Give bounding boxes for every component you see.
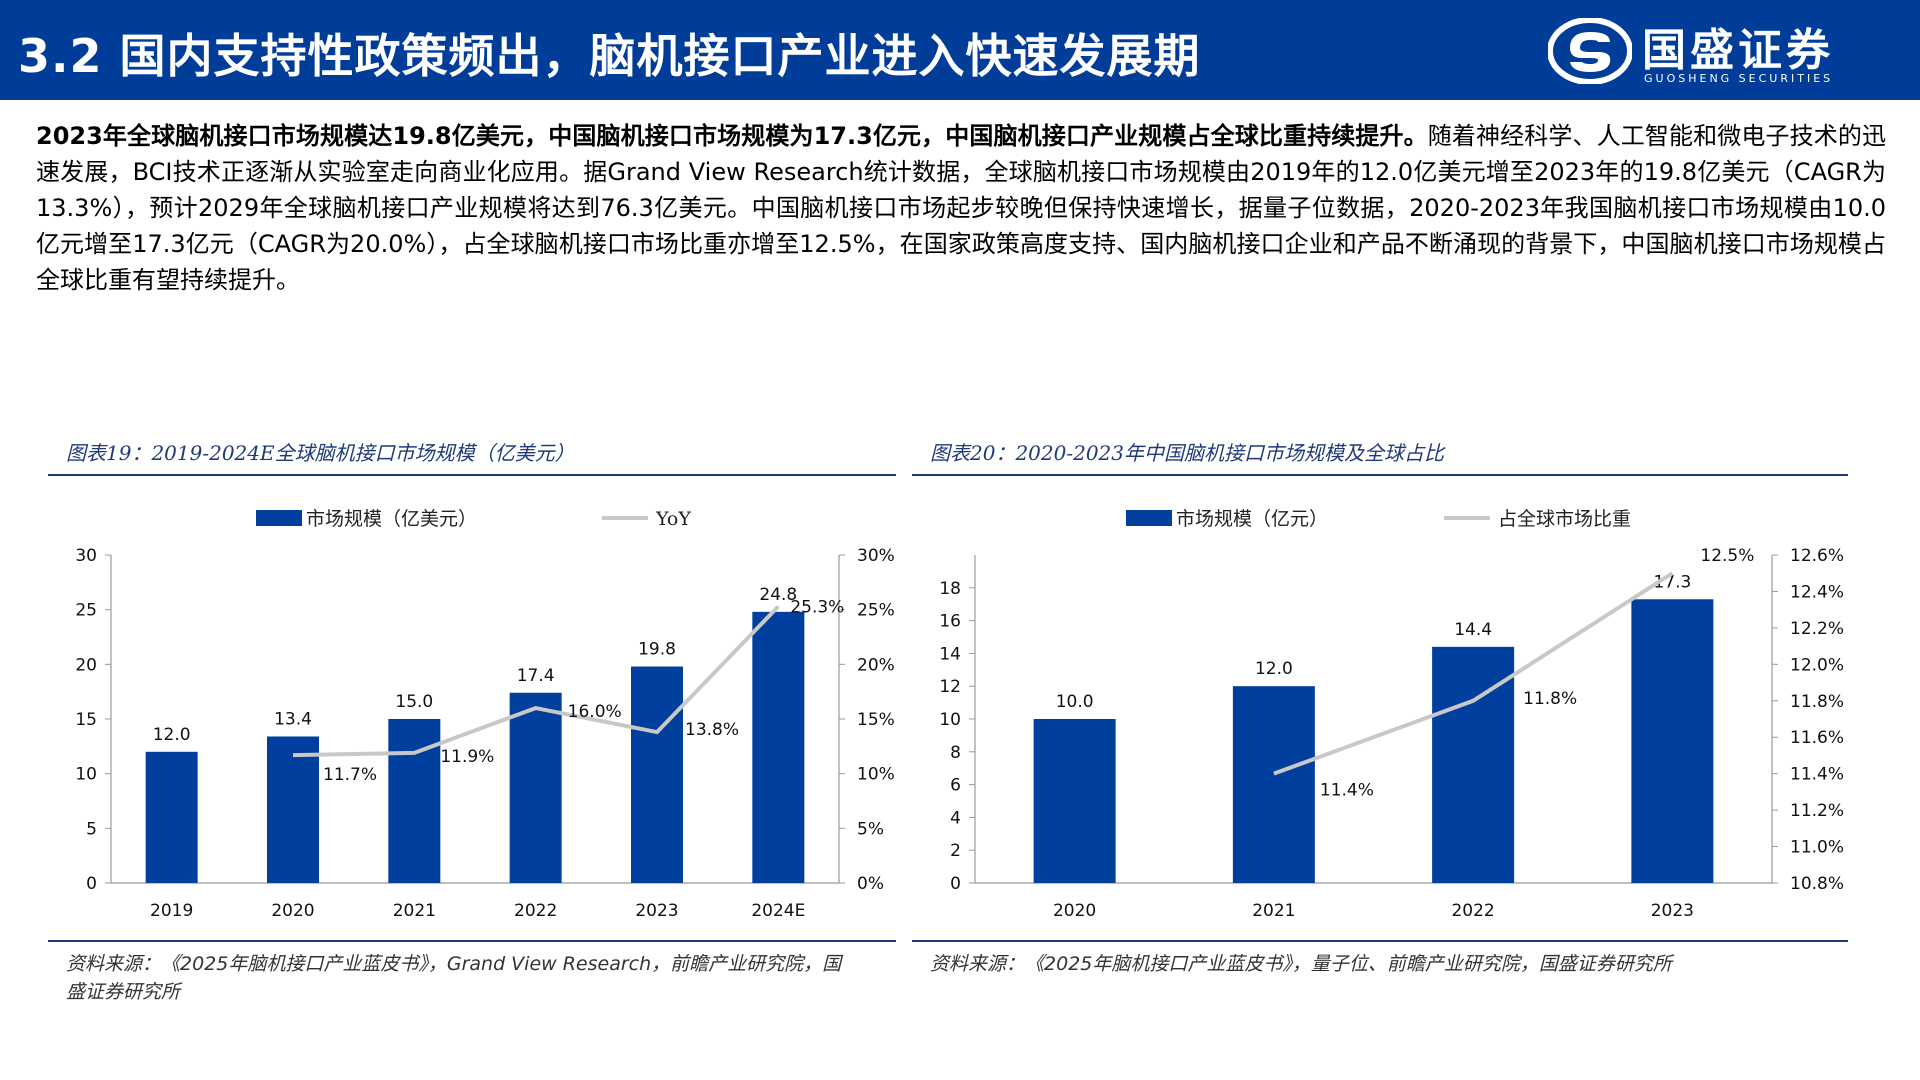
- y-left-tick-label: 6: [950, 776, 961, 796]
- header-bar: 3.2 国内支持性政策频出，脑机接口产业进入快速发展期 国盛证券 GUOSHEN…: [0, 0, 1920, 100]
- chart2-caption-rule: [912, 474, 1848, 476]
- company-logo: 国盛证券 GUOSHENG SECURITIES: [1548, 12, 1918, 90]
- y-right-tick-label: 30%: [857, 546, 895, 566]
- intro-paragraph: 2023年全球脑机接口市场规模达19.8亿美元，中国脑机接口市场规模为17.3亿…: [36, 118, 1886, 298]
- chart1-source: 资料来源：《2025年脑机接口产业蓝皮书》，Grand View Researc…: [66, 953, 842, 1003]
- legend-bar-label: 市场规模（亿元）: [1176, 508, 1328, 530]
- chart1-source-rule: [48, 940, 896, 942]
- y-right-tick-label: 12.6%: [1790, 546, 1844, 566]
- y-right-tick-label: 10%: [857, 765, 895, 785]
- x-tick-label: 2024E: [751, 901, 805, 921]
- bar-value-label: 24.8: [759, 585, 797, 605]
- bar-value-label: 12.0: [153, 725, 191, 745]
- y-right-tick-label: 10.8%: [1790, 874, 1844, 894]
- chart1-caption-rule: [48, 474, 896, 476]
- intro-body: 随着神经科学、人工智能和微电子技术的迅速发展，BCI技术正逐渐从实验室走向商业化…: [36, 122, 1887, 294]
- y-right-tick-label: 12.4%: [1790, 582, 1844, 602]
- line-series-占全球市场比重: [1273, 571, 1674, 776]
- logo-emblem-icon: [1548, 18, 1632, 84]
- y-left-tick-label: 18: [939, 579, 961, 599]
- logo-text-en: GUOSHENG SECURITIES: [1644, 72, 1834, 85]
- y-right-tick-label: 12.2%: [1790, 619, 1844, 639]
- y-left-tick-label: 12: [939, 677, 961, 697]
- bar-2019: [145, 751, 198, 883]
- bar-2022: [1432, 646, 1515, 883]
- y-right-tick-label: 5%: [857, 819, 884, 839]
- legend-bar-label: 市场规模（亿美元）: [306, 508, 477, 530]
- y-right-tick-label: 25%: [857, 601, 895, 621]
- bar-2020: [1033, 719, 1116, 883]
- bar-2021: [388, 719, 441, 883]
- y-left-tick-label: 0: [950, 874, 961, 894]
- bar-value-label: 15.0: [395, 692, 433, 712]
- bar-value-label: 14.4: [1454, 620, 1492, 640]
- y-right-tick-label: 11.2%: [1790, 801, 1844, 821]
- line-value-label: 25.3%: [790, 597, 844, 617]
- x-tick-label: 2019: [150, 901, 193, 921]
- chart2-china-market: 市场规模（亿元） 占全球市场比重 0 2 4 6 8 10 12 14 16 18 10.8% 11.0%…: [939, 508, 1844, 921]
- y-left-tick-label: 5: [86, 819, 97, 839]
- bar-value-label: 13.4: [274, 709, 312, 729]
- y-right-tick-label: 0%: [857, 874, 884, 894]
- chart2-caption: 图表20：2020-2023年中国脑机接口市场规模及全球占比: [930, 441, 1445, 465]
- page-title: 3.2 国内支持性政策频出，脑机接口产业进入快速发展期: [18, 29, 1201, 83]
- y-left-tick-label: 14: [939, 644, 961, 664]
- line-series-YoY: [292, 604, 780, 758]
- y-left-tick-label: 16: [939, 612, 961, 632]
- line-value-label: 16.0%: [568, 702, 622, 722]
- y-left-tick-label: 25: [75, 601, 97, 621]
- y-right-tick-label: 11.8%: [1790, 692, 1844, 712]
- line-value-label: 11.8%: [1523, 689, 1577, 709]
- y-left-tick-label: 20: [75, 655, 97, 675]
- bar-2020: [267, 736, 319, 883]
- chart1-caption: 图表19：2019-2024E全球脑机接口市场规模（亿美元）: [66, 441, 575, 465]
- bar-value-label: 17.4: [517, 666, 555, 686]
- legend-line-label: YoY: [655, 508, 691, 530]
- legend-bar-swatch: [1126, 510, 1172, 526]
- x-tick-label: 2020: [1053, 901, 1096, 921]
- legend-bar-swatch: [256, 510, 302, 526]
- bar-2022: [509, 692, 562, 883]
- bar-2023: [1631, 599, 1714, 883]
- x-tick-label: 2021: [1252, 901, 1295, 921]
- line-value-label: 12.5%: [1700, 546, 1754, 566]
- y-left-tick-label: 30: [75, 546, 97, 566]
- line-value-label: 11.9%: [440, 747, 494, 767]
- y-right-tick-label: 11.6%: [1790, 728, 1844, 748]
- y-left-tick-label: 2: [950, 841, 961, 861]
- x-tick-label: 2023: [1651, 901, 1694, 921]
- y-right-tick-label: 20%: [857, 655, 895, 675]
- bar-value-label: 19.8: [638, 640, 676, 660]
- y-right-tick-label: 11.0%: [1790, 838, 1844, 858]
- y-left-tick-label: 15: [75, 710, 97, 730]
- bar-value-label: 12.0: [1255, 659, 1293, 679]
- y-right-tick-label: 15%: [857, 710, 895, 730]
- legend-line-label: 占全球市场比重: [1498, 508, 1631, 530]
- line-value-label: 11.7%: [323, 765, 377, 785]
- intro-bold: 2023年全球脑机接口市场规模达19.8亿美元，中国脑机接口市场规模为17.3亿…: [36, 122, 1428, 150]
- y-right-tick-label: 11.4%: [1790, 765, 1844, 785]
- bar-value-label: 10.0: [1056, 692, 1094, 712]
- line-value-label: 11.4%: [1320, 781, 1374, 801]
- bar-2024E: [752, 611, 805, 883]
- y-left-tick-label: 4: [950, 808, 961, 828]
- x-tick-label: 2020: [271, 901, 314, 921]
- chart1-global-market: 市场规模（亿美元） YoY 0 5 10 15 20 25 30 0% 5% 10% 15% 20% 25%…: [75, 508, 895, 921]
- bar-2021: [1232, 686, 1315, 883]
- y-left-tick-label: 8: [950, 743, 961, 763]
- logo-text-cn: 国盛证券: [1642, 25, 1834, 76]
- y-left-tick-label: 10: [75, 765, 97, 785]
- bar-2023: [631, 666, 683, 883]
- y-left-tick-label: 0: [86, 874, 97, 894]
- chart2-source: 资料来源：《2025年脑机接口产业蓝皮书》，量子位、前瞻产业研究院，国盛证券研究…: [930, 953, 1672, 975]
- x-tick-label: 2021: [393, 901, 436, 921]
- x-tick-label: 2022: [1451, 901, 1494, 921]
- y-right-tick-label: 12.0%: [1790, 655, 1844, 675]
- line-value-label: 13.8%: [685, 720, 739, 740]
- x-tick-label: 2022: [514, 901, 557, 921]
- chart2-source-rule: [912, 940, 1848, 942]
- y-left-tick-label: 10: [939, 710, 961, 730]
- x-tick-label: 2023: [635, 901, 678, 921]
